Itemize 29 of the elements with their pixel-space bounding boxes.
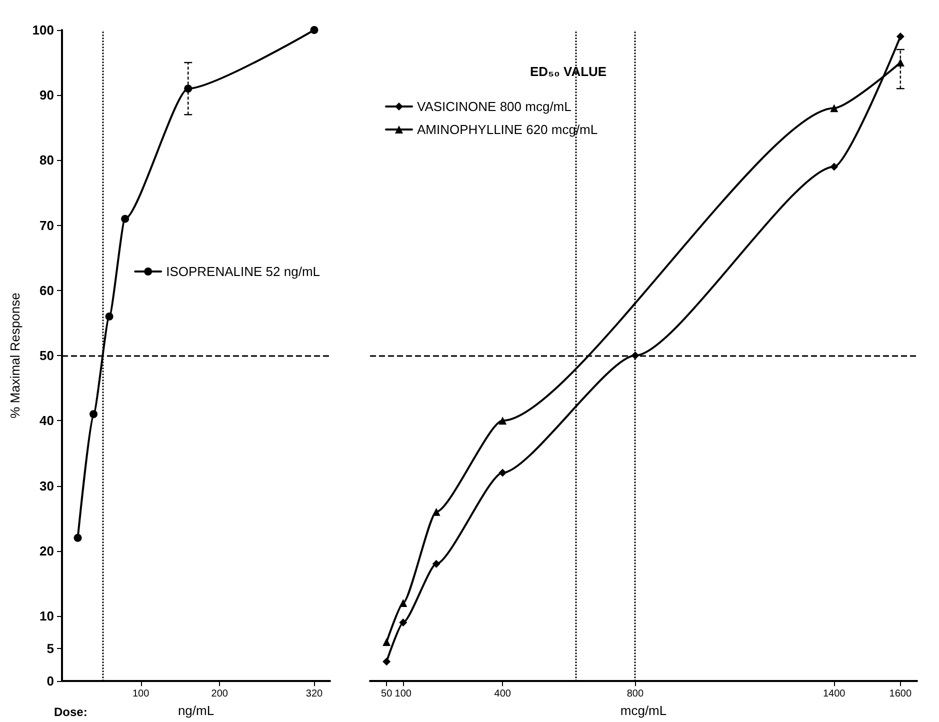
- y-tick-label: 80: [40, 152, 54, 168]
- y-tick-label: 100: [32, 22, 54, 38]
- legend-title: ED₅₀ VALUE: [530, 64, 607, 79]
- x-tick-label: 320: [306, 688, 324, 700]
- legend-label: VASICINONE 800 mcg/mL: [417, 99, 572, 114]
- y-tick-label: 0: [46, 674, 54, 689]
- x-tick-label: 50: [381, 688, 393, 700]
- y-tick-label: 30: [40, 478, 54, 494]
- x-axis-title: mcg/mL: [620, 703, 667, 718]
- y-tick-label: 70: [40, 218, 54, 233]
- x-axis-title: ng/mL: [178, 703, 214, 718]
- y-tick-label: 90: [40, 88, 54, 103]
- y-tick-label: 50: [40, 348, 54, 364]
- y-tick-label: 5: [46, 641, 54, 656]
- x-tick-label: 400: [494, 688, 512, 700]
- legend-label: AMINOPHYLLINE 620 mcg/mL: [417, 122, 598, 137]
- x-tick-label: 100: [132, 688, 150, 700]
- x-tick-label: 200: [211, 688, 228, 700]
- y-axis-title: % Maximal Response: [7, 292, 22, 418]
- y-tick-label: 40: [40, 413, 54, 428]
- legend-label: ISOPRENALINE 52 ng/mL: [166, 264, 320, 279]
- text: Dose:: [54, 705, 88, 719]
- y-tick-label: 20: [40, 543, 54, 558]
- x-tick-label: 1400: [822, 688, 846, 700]
- x-tick-label: 1600: [889, 688, 912, 700]
- x-tick-label: 100: [394, 688, 412, 700]
- y-tick-label: 60: [40, 282, 54, 298]
- x-tick-label: 800: [626, 688, 644, 700]
- y-tick-label: 10: [40, 608, 54, 624]
